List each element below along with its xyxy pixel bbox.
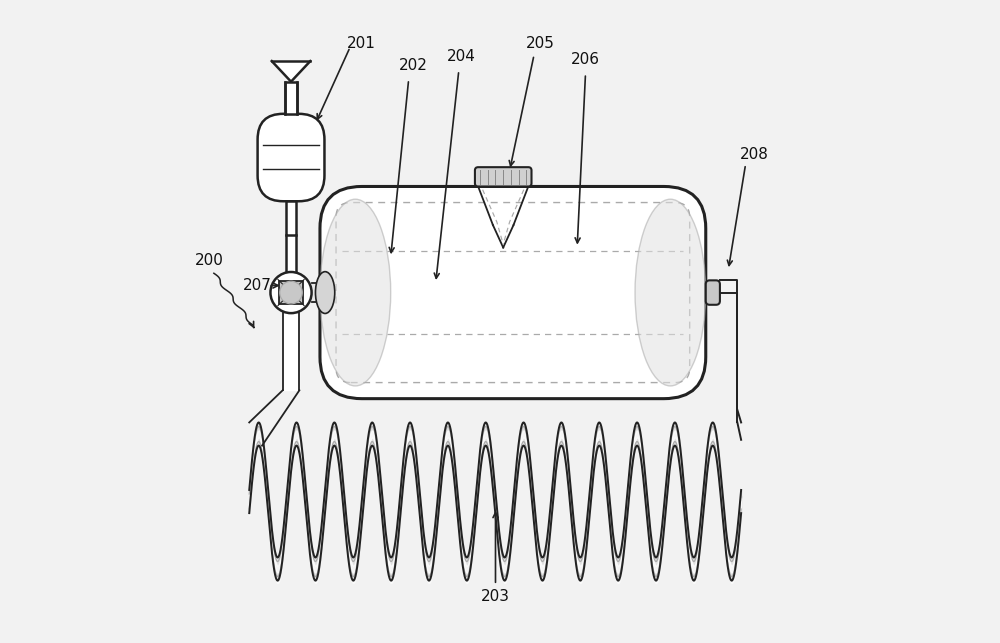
FancyBboxPatch shape <box>320 186 706 399</box>
FancyBboxPatch shape <box>475 167 532 186</box>
Ellipse shape <box>320 199 391 386</box>
Polygon shape <box>283 313 299 390</box>
Bar <box>286 201 296 235</box>
Bar <box>285 82 297 114</box>
Polygon shape <box>286 235 296 272</box>
Text: 201: 201 <box>347 36 376 51</box>
Text: 207: 207 <box>243 278 271 293</box>
FancyBboxPatch shape <box>706 280 720 305</box>
Text: 204: 204 <box>447 49 476 64</box>
Text: 206: 206 <box>571 52 600 68</box>
Text: 200: 200 <box>195 253 224 268</box>
Text: 205: 205 <box>525 36 554 51</box>
FancyBboxPatch shape <box>258 114 324 201</box>
Text: 203: 203 <box>481 589 510 604</box>
Ellipse shape <box>635 199 706 386</box>
Text: 202: 202 <box>399 58 428 73</box>
Polygon shape <box>272 61 310 82</box>
Polygon shape <box>312 283 317 302</box>
Ellipse shape <box>315 271 335 313</box>
Bar <box>279 281 303 304</box>
Circle shape <box>270 272 312 313</box>
Text: 208: 208 <box>740 147 768 162</box>
